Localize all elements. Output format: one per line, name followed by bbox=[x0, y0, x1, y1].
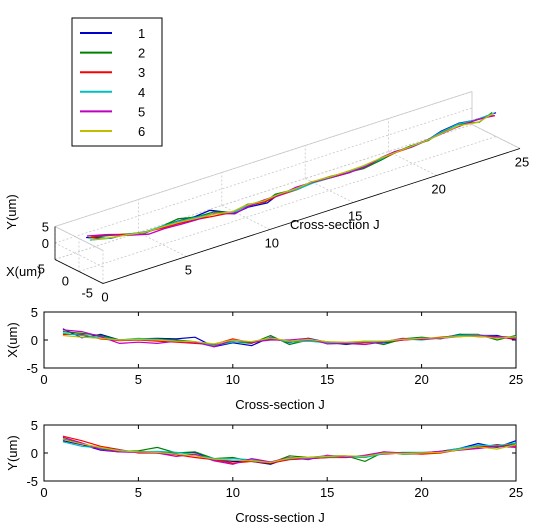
legend-label-3: 3 bbox=[138, 65, 145, 80]
x-tick-label: 0 bbox=[40, 485, 47, 500]
chart-3d-axes bbox=[54, 91, 521, 284]
y-tick-label: 5 bbox=[31, 305, 38, 320]
y-tick-label: -5 bbox=[26, 361, 38, 376]
box-edge-3d bbox=[471, 124, 521, 149]
chart-y-series bbox=[62, 435, 517, 465]
y-tick-label-3d: 5 bbox=[42, 220, 49, 235]
grid-line-3d bbox=[54, 242, 104, 268]
chart-3d-zlabel: Y(um) bbox=[4, 194, 19, 229]
x-tick-label: 25 bbox=[509, 485, 523, 500]
chart-y: 0 5 10 15 20 25-505 Cross-section J Y(um) bbox=[5, 418, 523, 525]
legend-label-2: 2 bbox=[138, 46, 145, 61]
x-tick-label: 20 bbox=[414, 485, 428, 500]
chart-3d-xlabel: Cross-section J bbox=[290, 217, 380, 232]
chart-3d-series bbox=[86, 111, 497, 241]
grid-line-3d bbox=[138, 232, 187, 257]
chart-x-xlabel: Cross-section J bbox=[235, 397, 325, 412]
y-tick-label: 5 bbox=[31, 418, 38, 433]
x-tick-label: 10 bbox=[226, 372, 240, 387]
chart-y-ylabel: Y(um) bbox=[5, 435, 20, 470]
chart-y-ticks: 0 5 10 15 20 25-505 bbox=[26, 418, 523, 500]
x-tick-label: 15 bbox=[320, 372, 334, 387]
chart-x-ylabel: X(um) bbox=[5, 322, 20, 357]
legend: 1 2 3 4 5 6 bbox=[71, 17, 163, 147]
x-tick-label: 25 bbox=[509, 372, 523, 387]
x-tick-label: 5 bbox=[135, 372, 142, 387]
grid-line-3d bbox=[221, 205, 270, 230]
chart-x: 0 5 10 15 20 25-505 Cross-section J X(um) bbox=[5, 305, 523, 412]
x-axis-3d bbox=[54, 259, 104, 284]
grid-line-3d bbox=[54, 124, 473, 260]
x-tick-label: 15 bbox=[320, 485, 334, 500]
series-yvals-6 bbox=[62, 439, 517, 464]
x-tick-label-3d: -5 bbox=[81, 286, 93, 301]
y-tick-label: 0 bbox=[31, 446, 38, 461]
x-tick-label-3d: 5 bbox=[38, 262, 45, 277]
j-tick-label-3d: 0 bbox=[101, 290, 108, 305]
grid-line-3d bbox=[388, 151, 437, 176]
y-tick-label: -5 bbox=[26, 474, 38, 489]
x-tick-label: 20 bbox=[414, 372, 428, 387]
series-xvals-6 bbox=[62, 334, 517, 345]
y-tick-label-3d: 0 bbox=[42, 236, 49, 251]
chart-3d-ylabel: X(um) bbox=[6, 264, 41, 279]
y-tick-label: 0 bbox=[31, 333, 38, 348]
box-edge-3d bbox=[54, 226, 104, 251]
chart-y-xlabel: Cross-section J bbox=[235, 510, 325, 525]
x-tick-label: 0 bbox=[40, 372, 47, 387]
j-axis-3d bbox=[102, 148, 521, 284]
j-tick-label-3d: 15 bbox=[348, 209, 362, 224]
legend-label-4: 4 bbox=[138, 85, 145, 100]
box-edge-3d bbox=[54, 91, 473, 227]
grid-line-3d bbox=[54, 107, 473, 244]
j-tick-label-3d: 25 bbox=[515, 155, 529, 170]
chart-y-plot-box bbox=[43, 424, 517, 482]
legend-label-5: 5 bbox=[138, 104, 145, 119]
x-tick-label-3d: 0 bbox=[62, 274, 69, 289]
series-3d-6 bbox=[91, 113, 494, 241]
grid-line-3d bbox=[78, 136, 497, 272]
x-tick-label: 10 bbox=[226, 485, 240, 500]
legend-label-6: 6 bbox=[138, 124, 145, 139]
j-tick-label-3d: 5 bbox=[185, 263, 192, 278]
chart-x-ticks: 0 5 10 15 20 25-505 bbox=[26, 305, 523, 387]
legend-box bbox=[71, 17, 163, 147]
legend-label-1: 1 bbox=[138, 26, 145, 41]
x-tick-label: 5 bbox=[135, 485, 142, 500]
j-tick-label-3d: 20 bbox=[431, 182, 445, 197]
j-tick-label-3d: 10 bbox=[265, 236, 279, 251]
chart-x-series bbox=[62, 328, 517, 348]
